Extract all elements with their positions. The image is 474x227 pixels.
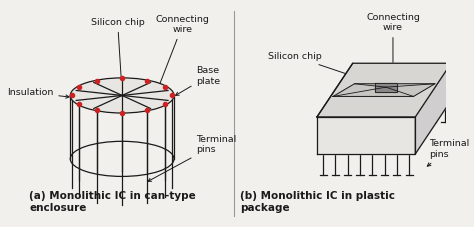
Text: Silicon chip: Silicon chip	[268, 52, 382, 86]
Ellipse shape	[70, 78, 174, 113]
Text: Silicon chip: Silicon chip	[91, 18, 145, 90]
Polygon shape	[415, 63, 451, 154]
Polygon shape	[375, 83, 397, 92]
Text: Terminal
pins: Terminal pins	[427, 139, 469, 166]
Polygon shape	[333, 84, 435, 96]
Text: (b) Monolithic IC in plastic
package: (b) Monolithic IC in plastic package	[240, 191, 395, 212]
Text: Connecting
wire: Connecting wire	[155, 15, 210, 97]
Polygon shape	[317, 63, 451, 117]
Polygon shape	[317, 117, 415, 154]
Text: Connecting
wire: Connecting wire	[366, 12, 420, 74]
Text: Insulation: Insulation	[7, 88, 69, 98]
Text: Base
plate: Base plate	[175, 66, 220, 95]
Text: (a) Monolithic IC in can-type
enclosure: (a) Monolithic IC in can-type enclosure	[29, 191, 196, 212]
Text: Terminal
pins: Terminal pins	[148, 135, 237, 181]
